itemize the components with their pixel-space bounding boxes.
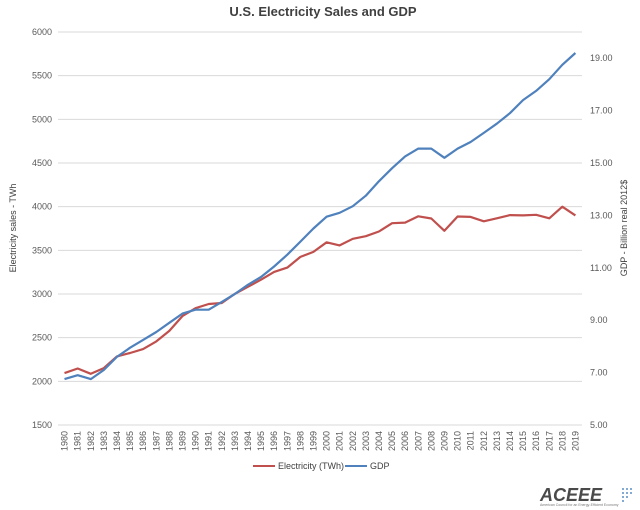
x-tick-label: 1991 [204, 431, 214, 451]
x-tick-label: 2011 [466, 431, 476, 450]
y-tick-label: 3000 [32, 289, 52, 299]
grid-lines [58, 31, 582, 426]
y2-axis-label: GDP - Billion real 2012$ [619, 180, 629, 276]
x-tick-label: 2010 [453, 431, 463, 451]
y2-tick-label: 17.00 [590, 106, 613, 116]
x-tick-label: 2003 [361, 431, 371, 451]
y-tick-label: 1500 [32, 420, 52, 430]
y-tick-label: 4500 [32, 158, 52, 168]
x-tick-label: 1982 [86, 431, 96, 451]
y2-tick-label: 19.00 [590, 53, 613, 63]
x-tick-label: 1998 [295, 431, 305, 451]
y-axis-ticks: 1500 2000 2500 3000 3500 4000 4500 5000 5500 6000 [32, 27, 52, 430]
series-lines [64, 52, 577, 381]
x-tick-label: 2002 [348, 431, 358, 451]
y2-tick-label: 13.00 [590, 210, 613, 220]
x-tick-label: 2008 [426, 431, 436, 451]
x-tick-label: 2007 [413, 431, 423, 451]
x-tick-label: 1994 [243, 431, 253, 451]
x-tick-label: 2004 [374, 431, 384, 451]
y-tick-label: 4000 [32, 202, 52, 212]
y2-tick-label: 5.00 [590, 420, 608, 430]
x-tick-label: 2015 [518, 431, 528, 451]
y2-tick-label: 15.00 [590, 158, 613, 168]
x-tick-label: 2018 [557, 431, 567, 451]
x-tick-label: 1995 [256, 431, 266, 451]
x-tick-label: 1990 [191, 431, 201, 451]
x-tick-label: 2016 [531, 431, 541, 451]
series-line-gdp [64, 52, 577, 381]
y-tick-label: 6000 [32, 27, 52, 37]
x-axis-ticks: 1980 1981 1982 1983 1984 1985 1986 1987 1988 1989… [60, 431, 581, 451]
logo-dots-icon [622, 488, 632, 502]
logo-tagline: American Council for an Energy-Efficient… [540, 503, 619, 507]
aceee-logo: ACEEE American Council for an Energy-Eff… [540, 486, 632, 508]
legend: Electricity (TWh) GDP [253, 461, 390, 471]
y-tick-label: 2000 [32, 376, 52, 386]
x-tick-label: 2005 [387, 431, 397, 451]
y2-tick-label: 9.00 [590, 315, 608, 325]
y-axis-label: Electricity sales - TWh [8, 184, 18, 273]
logo-text: ACEEE [540, 485, 603, 505]
x-tick-label: 1987 [151, 431, 161, 451]
x-tick-label: 1983 [99, 431, 109, 451]
x-tick-label: 1980 [60, 431, 70, 451]
legend-label-gdp: GDP [370, 461, 390, 471]
x-tick-label: 2009 [439, 431, 449, 451]
chart-title: U.S. Electricity Sales and GDP [229, 4, 416, 19]
y2-axis-ticks: 5.00 7.00 9.00 11.00 13.00 15.00 17.00 19.00 [590, 53, 613, 430]
y-tick-label: 5000 [32, 114, 52, 124]
x-tick-label: 2013 [492, 431, 502, 451]
series-line-electricity [64, 205, 577, 375]
x-tick-label: 1985 [125, 431, 135, 451]
legend-label-electricity: Electricity (TWh) [278, 461, 344, 471]
x-tick-label: 2006 [400, 431, 410, 451]
x-tick-label: 1986 [138, 431, 148, 451]
y-tick-label: 5500 [32, 71, 52, 81]
x-tick-label: 2012 [479, 431, 489, 451]
x-tick-label: 1989 [177, 431, 187, 451]
x-tick-label: 2019 [570, 431, 580, 451]
x-tick-label: 1984 [112, 431, 122, 451]
x-tick-label: 1992 [217, 431, 227, 451]
x-tick-label: 2014 [505, 431, 515, 451]
y-tick-label: 2500 [32, 333, 52, 343]
x-tick-label: 2000 [322, 431, 332, 451]
y2-tick-label: 7.00 [590, 368, 608, 378]
y-tick-label: 3500 [32, 245, 52, 255]
x-tick-label: 2017 [544, 431, 554, 451]
x-tick-label: 2001 [335, 431, 345, 451]
x-tick-label: 1999 [308, 431, 318, 451]
y2-tick-label: 11.00 [590, 263, 612, 273]
x-tick-label: 1993 [230, 431, 240, 451]
x-tick-label: 1997 [282, 431, 292, 451]
x-tick-label: 1996 [269, 431, 279, 451]
x-tick-label: 1981 [73, 431, 83, 451]
x-tick-label: 1988 [164, 431, 174, 451]
